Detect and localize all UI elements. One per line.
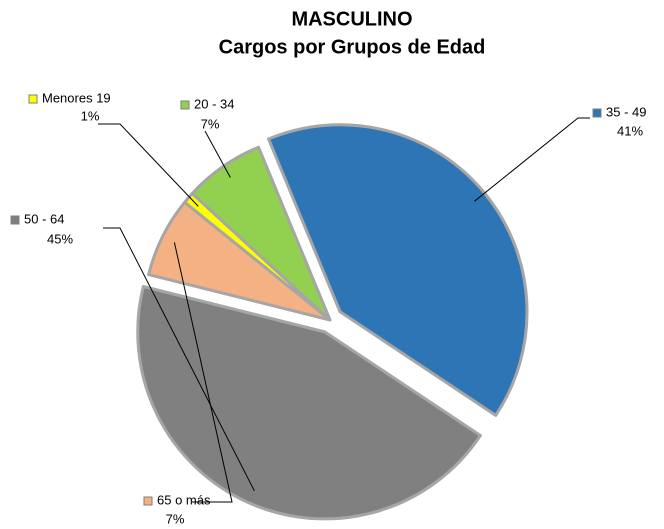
slice-label: 20 - 34: [194, 96, 234, 111]
value-label: 7%: [201, 116, 220, 131]
legend-swatch: [28, 94, 38, 104]
slice-label: 35 - 49: [606, 104, 646, 119]
value-label: 7%: [166, 511, 185, 526]
pie-slice: [136, 284, 482, 521]
legend-swatch: [592, 108, 602, 118]
value-label: 45%: [47, 231, 73, 246]
slice-label: Menores 19: [42, 90, 111, 105]
chart-subtitle: Cargos por Grupos de Edad: [219, 36, 486, 58]
leader-line: [173, 242, 233, 503]
legend-swatch: [180, 100, 190, 110]
legend-swatch: [10, 215, 20, 225]
leader-line: [204, 130, 231, 178]
value-label: 41%: [617, 123, 643, 138]
slice-label: 50 - 64: [24, 211, 64, 226]
pie-slice: [190, 145, 332, 322]
slice-label: 65 o más: [157, 492, 211, 507]
pie-slice: [147, 200, 332, 322]
chart-title: MASCULINO: [291, 8, 412, 30]
leader-line: [98, 123, 199, 207]
leader-line: [474, 117, 590, 202]
legend-swatch: [143, 496, 153, 506]
value-label: 1%: [81, 108, 100, 123]
